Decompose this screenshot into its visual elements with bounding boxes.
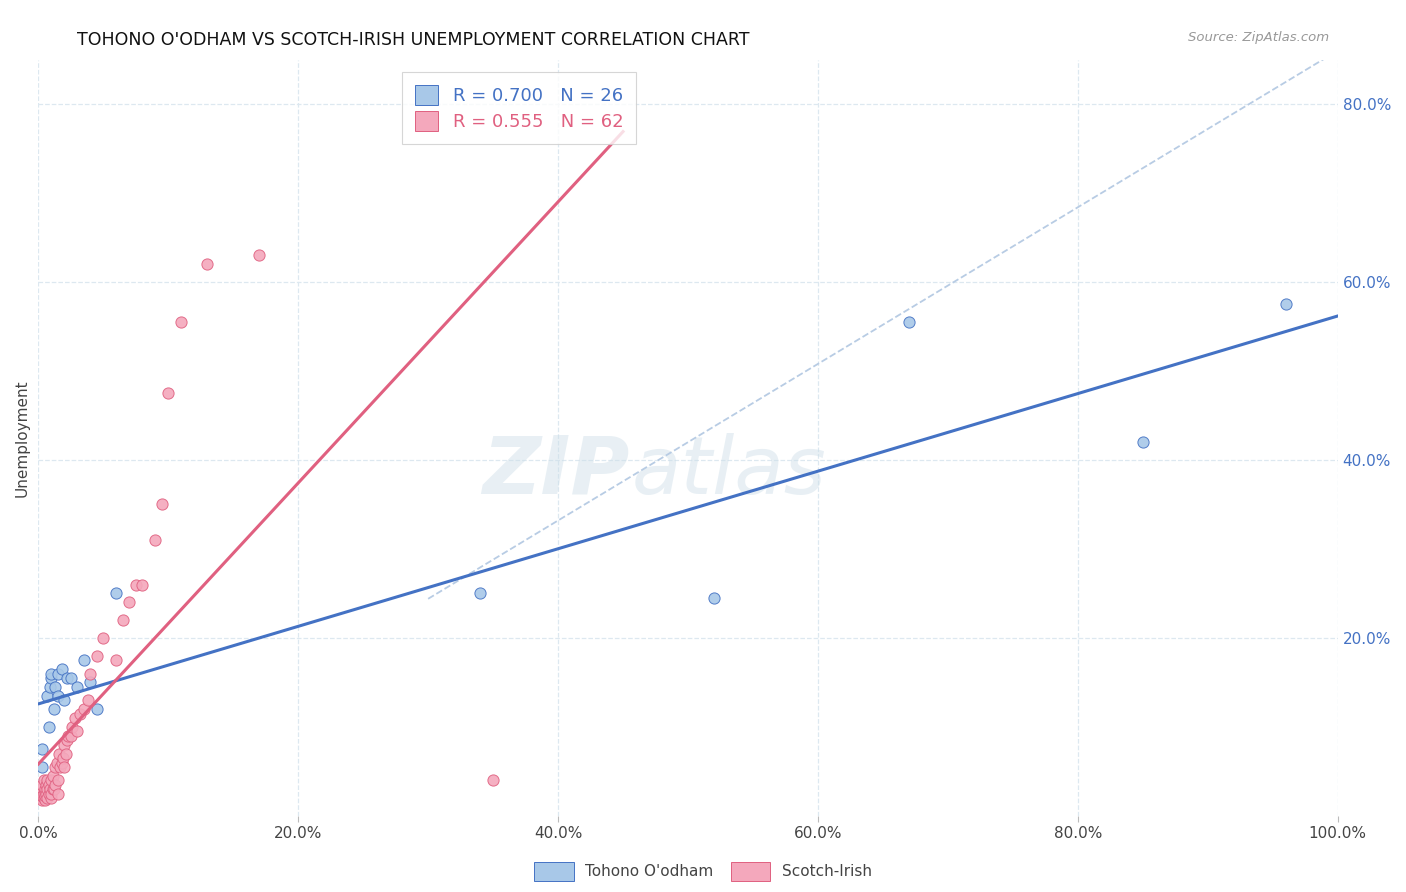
Point — [86, 648, 108, 663]
Text: atlas: atlas — [633, 433, 827, 511]
Point — [79, 666, 101, 681]
Point — [59, 671, 82, 685]
Point — [150, 498, 173, 512]
Point — [30, 791, 52, 805]
Point — [52, 751, 75, 765]
Point — [59, 729, 82, 743]
Point — [31, 742, 53, 756]
Point — [118, 595, 141, 609]
Point — [111, 613, 134, 627]
Point — [53, 760, 76, 774]
Point — [34, 782, 56, 797]
Point — [131, 577, 153, 591]
Point — [39, 680, 62, 694]
Point — [46, 689, 69, 703]
Point — [55, 747, 77, 761]
Point — [73, 702, 96, 716]
Point — [91, 631, 114, 645]
Point — [105, 586, 128, 600]
Point — [170, 315, 193, 329]
Point — [53, 693, 76, 707]
Point — [38, 787, 60, 801]
Point — [44, 680, 66, 694]
Point — [60, 720, 83, 734]
Y-axis label: Unemployment: Unemployment — [15, 379, 30, 497]
Point — [46, 773, 69, 788]
Point — [34, 789, 56, 804]
Point — [46, 787, 69, 801]
Point — [41, 769, 63, 783]
Point — [41, 791, 63, 805]
Text: Scotch-Irish: Scotch-Irish — [782, 864, 872, 879]
Point — [45, 756, 67, 770]
Point — [30, 787, 52, 801]
Point — [79, 675, 101, 690]
Point — [31, 793, 53, 807]
Point — [34, 793, 56, 807]
Point — [482, 773, 505, 788]
Point — [63, 711, 86, 725]
Point — [468, 586, 491, 600]
Point — [69, 706, 91, 721]
Point — [30, 782, 52, 797]
Point — [66, 724, 89, 739]
Point — [31, 789, 53, 804]
Text: Source: ZipAtlas.com: Source: ZipAtlas.com — [1188, 31, 1329, 45]
Point — [39, 782, 62, 797]
Point — [41, 782, 63, 797]
Point — [41, 671, 63, 685]
Point — [51, 662, 73, 676]
Point — [48, 747, 70, 761]
Point — [143, 533, 166, 547]
Point — [41, 773, 63, 788]
Point — [41, 787, 63, 801]
Point — [105, 653, 128, 667]
Point — [32, 773, 55, 788]
Point — [35, 787, 58, 801]
Legend: R = 0.700   N = 26, R = 0.555   N = 62: R = 0.700 N = 26, R = 0.555 N = 62 — [402, 72, 636, 144]
Point — [46, 666, 69, 681]
Point — [66, 680, 89, 694]
Point — [157, 386, 180, 401]
Point — [44, 760, 66, 774]
Point — [247, 248, 270, 262]
Point — [38, 720, 60, 734]
Point — [37, 782, 59, 797]
Point — [31, 760, 53, 774]
Point — [125, 577, 148, 591]
Point — [1274, 297, 1296, 311]
Point — [56, 733, 79, 747]
Point — [37, 773, 59, 788]
Point — [42, 782, 65, 797]
Point — [37, 689, 59, 703]
Point — [34, 782, 56, 797]
Point — [32, 791, 55, 805]
Point — [897, 315, 920, 329]
Point — [44, 778, 66, 792]
Point — [38, 778, 60, 792]
Point — [56, 671, 79, 685]
Point — [76, 693, 98, 707]
Point — [86, 702, 108, 716]
Point — [49, 760, 72, 774]
Text: ZIP: ZIP — [482, 433, 630, 511]
Point — [53, 738, 76, 752]
Point — [58, 729, 80, 743]
Point — [42, 702, 65, 716]
Point — [31, 778, 53, 792]
Point — [51, 756, 73, 770]
Point — [32, 787, 55, 801]
Point — [35, 778, 58, 792]
Point — [41, 666, 63, 681]
Text: TOHONO O'ODHAM VS SCOTCH-IRISH UNEMPLOYMENT CORRELATION CHART: TOHONO O'ODHAM VS SCOTCH-IRISH UNEMPLOYM… — [77, 31, 749, 49]
Text: Tohono O'odham: Tohono O'odham — [585, 864, 713, 879]
Point — [73, 653, 96, 667]
Point — [195, 257, 218, 271]
Point — [1132, 435, 1154, 450]
Point — [37, 791, 59, 805]
Point — [703, 591, 725, 605]
